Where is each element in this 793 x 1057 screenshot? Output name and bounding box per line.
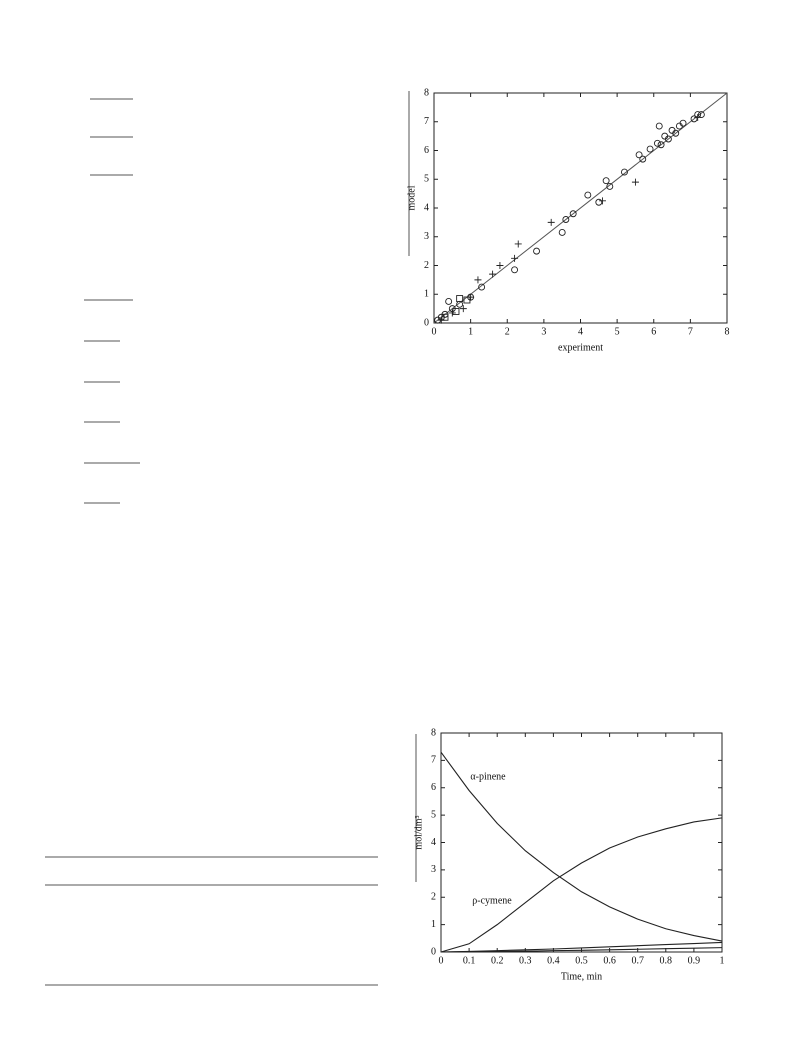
circle-point xyxy=(635,151,643,159)
parity-line xyxy=(433,92,728,324)
y-tick-label: 0 xyxy=(424,317,429,328)
chart: 0 1 2 3 4 5 6 7 8 0 1 2 3 4 5 6 7 8 experiment model xyxy=(406,87,729,353)
circle-point xyxy=(679,119,687,127)
plus-point xyxy=(694,113,702,121)
x-tick-label: 0 xyxy=(432,326,437,337)
y-tick-label: 5 xyxy=(424,174,429,185)
x-tick-label: 1 xyxy=(720,955,725,966)
circle-point xyxy=(569,210,577,218)
x-tick-label: 0.2 xyxy=(491,955,504,966)
plot-frame xyxy=(440,732,723,953)
x-tick-label: 0.4 xyxy=(547,955,560,966)
plus-point xyxy=(474,276,482,284)
circle-point xyxy=(562,216,570,223)
circle-point xyxy=(621,168,628,176)
x-tick-label: 8 xyxy=(725,326,730,337)
x-tick-label: 1 xyxy=(468,326,473,337)
plus-point xyxy=(459,305,467,313)
y-axis-label: model xyxy=(406,185,417,210)
x-tick-label: 0.7 xyxy=(631,955,644,966)
x-tick-label: 0.9 xyxy=(688,955,701,966)
circle-point xyxy=(639,155,647,163)
x-tick-label: 4 xyxy=(578,326,583,337)
y-tick-label: 7 xyxy=(424,116,429,127)
x-axis-label: experiment xyxy=(558,342,603,353)
x-axis-label: Time, min xyxy=(561,971,602,982)
y-tick-label: 8 xyxy=(424,87,429,98)
circle-point xyxy=(664,135,672,143)
series-line xyxy=(440,751,723,942)
x-tick-label: 6 xyxy=(651,326,656,337)
square-point xyxy=(441,313,449,321)
x-tick-label: 0.5 xyxy=(575,955,588,966)
y-tick-label: 6 xyxy=(424,145,429,156)
circle-point xyxy=(672,129,680,137)
plus-point xyxy=(511,254,519,262)
equation-rules xyxy=(84,98,140,504)
y-tick-label: 5 xyxy=(431,809,436,820)
y-tick-label: 4 xyxy=(431,837,436,848)
series-label: α-pinene xyxy=(470,771,506,782)
y-axis-label: mol/dm³ xyxy=(413,815,424,849)
series-label: ρ-cymene xyxy=(472,895,512,906)
circle-point xyxy=(646,145,654,153)
x-tick-label: 0.1 xyxy=(463,955,476,966)
x-tick-label: 0.3 xyxy=(519,955,532,966)
y-tick-label: 6 xyxy=(431,782,436,793)
x-tick-label: 5 xyxy=(615,326,620,337)
series-line xyxy=(440,817,723,953)
plus-point xyxy=(514,240,522,248)
x-tick-label: 2 xyxy=(505,326,510,337)
x-tick-label: 7 xyxy=(688,326,693,337)
y-tick-label: 3 xyxy=(431,864,436,875)
x-tick-label: 0 xyxy=(439,955,444,966)
square-point xyxy=(456,295,464,303)
plus-point xyxy=(496,262,504,269)
x-tick-label: 3 xyxy=(541,326,546,337)
circle-point xyxy=(655,122,663,130)
circle-point xyxy=(533,247,540,255)
plus-point xyxy=(598,197,606,205)
circle-point xyxy=(657,141,665,149)
circle-point xyxy=(478,283,486,291)
y-tick-label: 4 xyxy=(424,202,429,213)
y-tick-label: 2 xyxy=(431,892,436,903)
y-tick-label: 1 xyxy=(424,289,429,300)
circle-point xyxy=(558,228,566,236)
series-line xyxy=(440,947,723,953)
x-tick-label: 0.8 xyxy=(660,955,673,966)
y-tick-label: 3 xyxy=(424,231,429,242)
plus-point xyxy=(631,178,639,186)
y-tick-label: 1 xyxy=(431,919,436,930)
chart: 0 0.1 0.2 0.3 0.4 0.5 0.6 0.7 0.8 0.9 1 0 1 2 3 4 5 6 7 8 Ti… xyxy=(413,727,724,982)
circle-point xyxy=(690,115,698,123)
circle-point xyxy=(606,182,614,190)
table-rules xyxy=(45,856,378,986)
circle-point xyxy=(445,297,453,305)
plus-point xyxy=(489,270,497,278)
series-line xyxy=(440,941,723,953)
circle-point xyxy=(697,111,705,119)
y-tick-label: 0 xyxy=(431,946,436,957)
circle-point xyxy=(584,191,592,199)
circle-point xyxy=(511,266,519,274)
square-point xyxy=(463,296,471,304)
y-tick-label: 7 xyxy=(431,755,436,766)
circle-point xyxy=(602,177,610,185)
y-tick-label: 8 xyxy=(431,727,436,738)
plus-point xyxy=(547,218,555,226)
circle-point xyxy=(595,198,603,206)
circle-point xyxy=(653,139,661,147)
x-tick-label: 0.6 xyxy=(603,955,616,966)
plus-point xyxy=(448,309,456,317)
y-tick-label: 2 xyxy=(424,260,429,271)
square-point xyxy=(452,308,460,315)
